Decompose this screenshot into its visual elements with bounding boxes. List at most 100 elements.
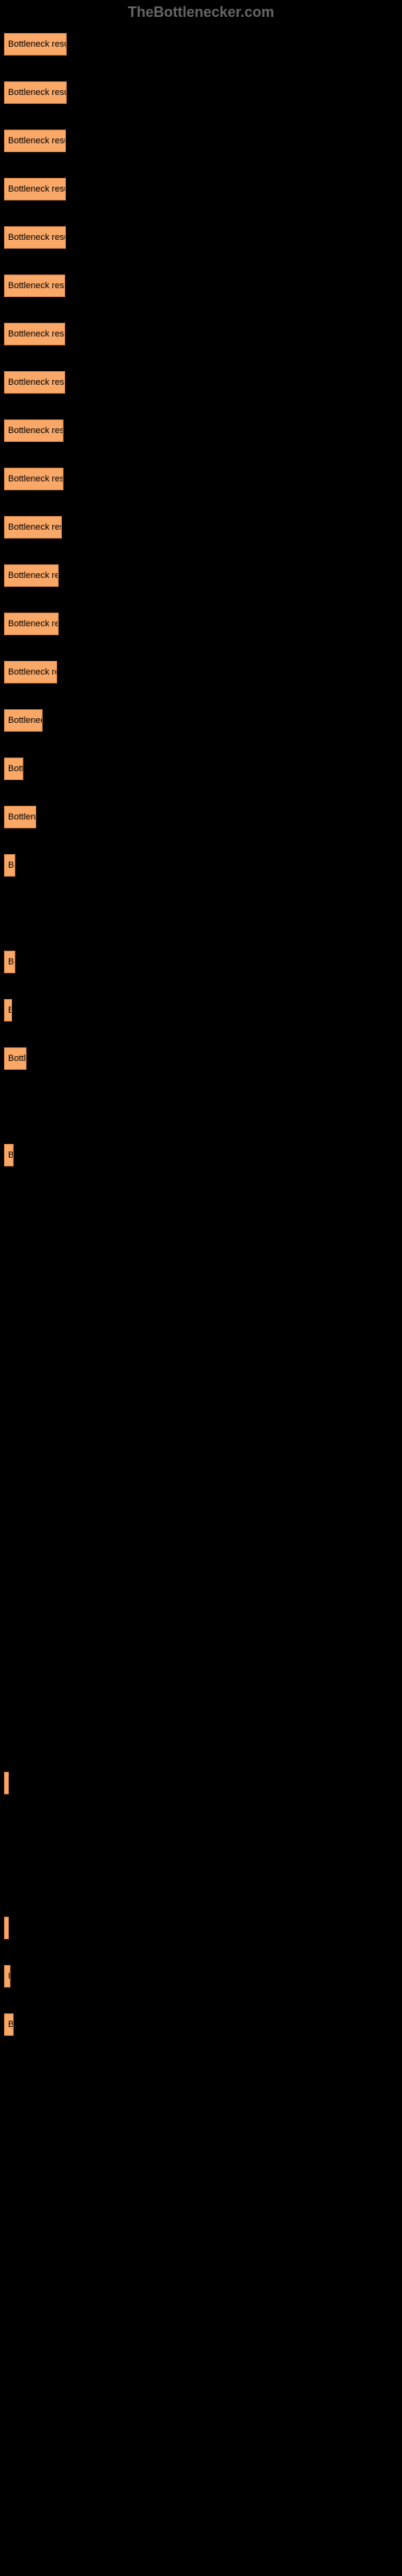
chart-bar: Bottleneck res [4,516,62,539]
chart-bar [4,1192,7,1215]
bar-chart: Bottleneck result Bottleneck result Bottle… [0,25,402,2070]
chart-bar: Bottl [4,1047,27,1070]
bar-row [4,1482,398,1505]
bar-row: Bottleneck result [4,226,398,249]
bar-row [4,1820,398,1843]
chart-bar: Bo [4,951,15,973]
bar-row [4,1772,398,1794]
bar-row: Bottleneck result [4,323,398,345]
chart-bar: B [4,1965,10,1988]
bar-row [4,1241,398,1263]
bar-row [4,1627,398,1649]
bar-row: B [4,1144,398,1166]
bar-row: Bottleneck result [4,33,398,56]
chart-bar [4,1675,7,1698]
bar-label: Bottl [8,1054,26,1063]
chart-bar [4,1289,7,1311]
bar-row [4,1579,398,1601]
bar-row [4,1724,398,1746]
chart-bar: Bottlenec [4,709,43,732]
bar-row [4,1675,398,1698]
chart-bar [4,1579,7,1601]
bar-row [4,1917,398,1939]
chart-bar [4,1241,7,1263]
chart-bar: Bottleneck result [4,130,66,152]
bar-label: Bottleneck resu [8,474,64,484]
chart-bar: Bottleneck re [4,613,59,635]
bar-label: Bottleneck re [8,571,59,580]
chart-bar: Bottleneck result [4,33,67,56]
chart-bar: Bottleneck re [4,564,59,587]
bar-row [4,1434,398,1456]
chart-bar [4,1530,7,1553]
bar-row: B [4,1965,398,1988]
chart-bar: Bott [4,758,23,780]
bar-row [4,1096,398,1118]
bar-label: Bott [8,764,23,774]
watermark-text: TheBottlenecker.com [0,0,402,25]
bar-row [4,1192,398,1215]
bar-row: B [4,2013,398,2036]
bar-label: Bottleneck result [8,88,67,97]
bar-label: Bottlene [8,812,36,822]
bar-label: Bottleneck result [8,136,66,146]
bar-label: Bottleneck re [8,619,59,629]
bar-label: B [8,1150,14,1160]
bar-row [4,1337,398,1360]
chart-bar [4,1337,7,1360]
chart-bar: Bottleneck result [4,81,67,104]
bar-row: Bottleneck resu [4,275,398,297]
chart-bar [4,902,7,925]
bar-row: Bottleneck resu [4,419,398,442]
bar-label: Bottleneck res [8,522,62,532]
chart-bar [4,1482,7,1505]
bar-row: Bottl [4,1047,398,1070]
chart-bar: B [4,999,12,1022]
chart-bar: Bo [4,854,15,877]
bar-row: B [4,999,398,1022]
chart-bar: Bottleneck result [4,178,66,200]
bar-label: Bottleneck re [8,667,57,677]
bar-row [4,1868,398,1891]
bar-row [4,1385,398,1408]
bar-label: Bottleneck result [8,378,65,387]
bar-row: Bottleneck re [4,613,398,635]
bar-row: Bottleneck result [4,130,398,152]
chart-bar: Bottleneck resu [4,468,64,490]
bar-row: Bott [4,758,398,780]
bar-label: Bottleneck resu [8,281,65,291]
bar-label: Bottleneck result [8,329,65,339]
chart-bar: Bottleneck re [4,661,57,683]
bar-row [4,1289,398,1311]
bar-label: Bottleneck result [8,39,67,49]
bar-label: B [8,2020,14,2029]
chart-bar [4,1434,7,1456]
bar-row [4,1530,398,1553]
bar-label: B [8,1971,10,1981]
chart-bar [4,1724,7,1746]
bar-row: Bottleneck re [4,661,398,683]
bar-label: B [8,1005,12,1015]
bar-label: Bottleneck result [8,233,66,242]
bar-row: Bottleneck result [4,81,398,104]
chart-bar: Bottlene [4,806,36,828]
chart-bar [4,1096,7,1118]
bar-row: Bottleneck result [4,178,398,200]
bar-row: Bottleneck resu [4,468,398,490]
chart-bar [4,1627,7,1649]
chart-bar: B [4,2013,14,2036]
bar-row: Bo [4,951,398,973]
bar-label: Bottleneck result [8,184,66,194]
chart-bar: Bottleneck resu [4,275,65,297]
chart-bar: B [4,1144,14,1166]
chart-bar [4,1868,7,1891]
bar-row [4,902,398,925]
chart-bar: Bottleneck resu [4,419,64,442]
chart-bar: Bottleneck result [4,371,65,394]
bar-row: Bottlenec [4,709,398,732]
chart-bar [4,1820,7,1843]
chart-bar [4,1385,7,1408]
bar-row: Bottleneck res [4,516,398,539]
bar-row: Bottleneck result [4,371,398,394]
bar-row: Bottlene [4,806,398,828]
